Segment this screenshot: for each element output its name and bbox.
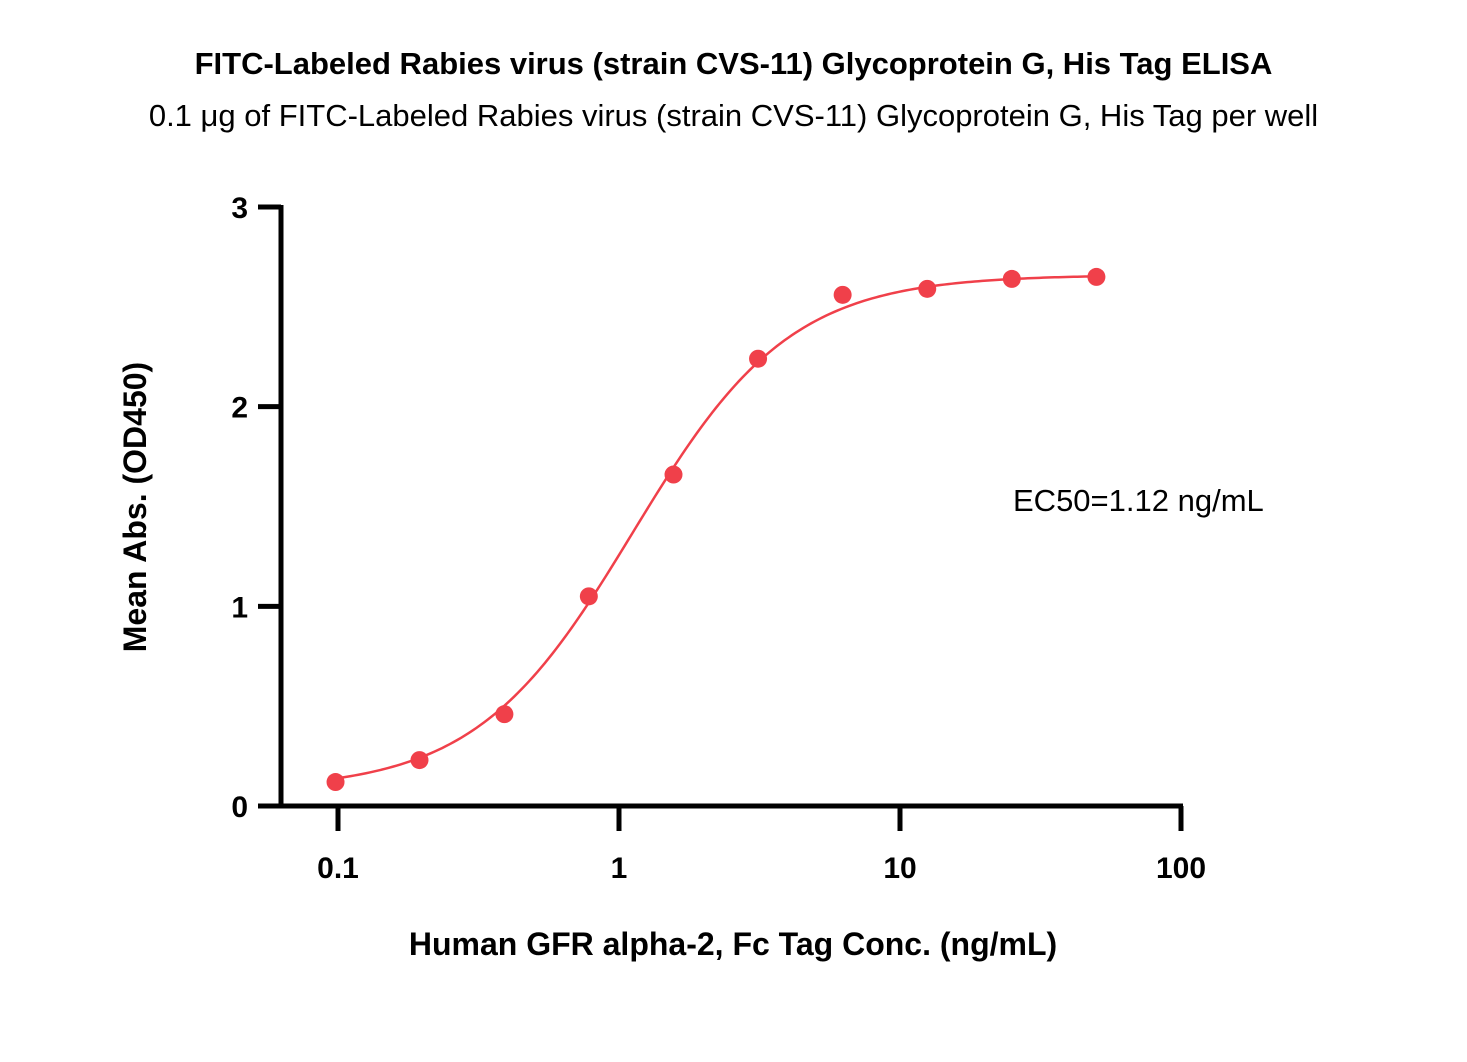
- data-point: [749, 349, 768, 368]
- x-tick-label: 100: [1156, 852, 1206, 885]
- data-point: [495, 705, 514, 724]
- data-point: [579, 587, 598, 606]
- data-point: [410, 751, 429, 770]
- y-tick-label: 0: [231, 791, 248, 824]
- data-point: [664, 465, 683, 484]
- y-tick-label: 2: [231, 392, 248, 425]
- x-tick-label: 10: [883, 852, 916, 885]
- data-points: [326, 267, 1106, 792]
- x-tick-label: 0.1: [317, 852, 359, 885]
- y-axis-label: Mean Abs. (OD450): [117, 362, 153, 652]
- data-point: [833, 285, 852, 304]
- data-point: [326, 773, 345, 792]
- fit-curve: [335, 275, 1097, 780]
- chart-subtitle: 0.1 μg of FITC-Labeled Rabies virus (str…: [148, 98, 1319, 133]
- x-tick-label: 1: [611, 852, 628, 885]
- y-tick-label: 3: [231, 192, 248, 225]
- ec50-annotation: EC50=1.12 ng/mL: [1013, 483, 1264, 518]
- data-point: [1087, 267, 1106, 286]
- chart-title: FITC-Labeled Rabies virus (strain CVS-11…: [194, 46, 1273, 81]
- x-axis-ticks: 0.1 1 10 100: [317, 806, 1206, 885]
- y-axis-ticks: 0 1 2 3: [231, 192, 281, 824]
- axes: [258, 205, 1183, 809]
- x-axis-label: Human GFR alpha-2, Fc Tag Conc. (ng/mL): [409, 926, 1057, 962]
- data-point: [918, 279, 937, 298]
- data-point: [1002, 269, 1021, 288]
- y-tick-label: 1: [231, 591, 248, 624]
